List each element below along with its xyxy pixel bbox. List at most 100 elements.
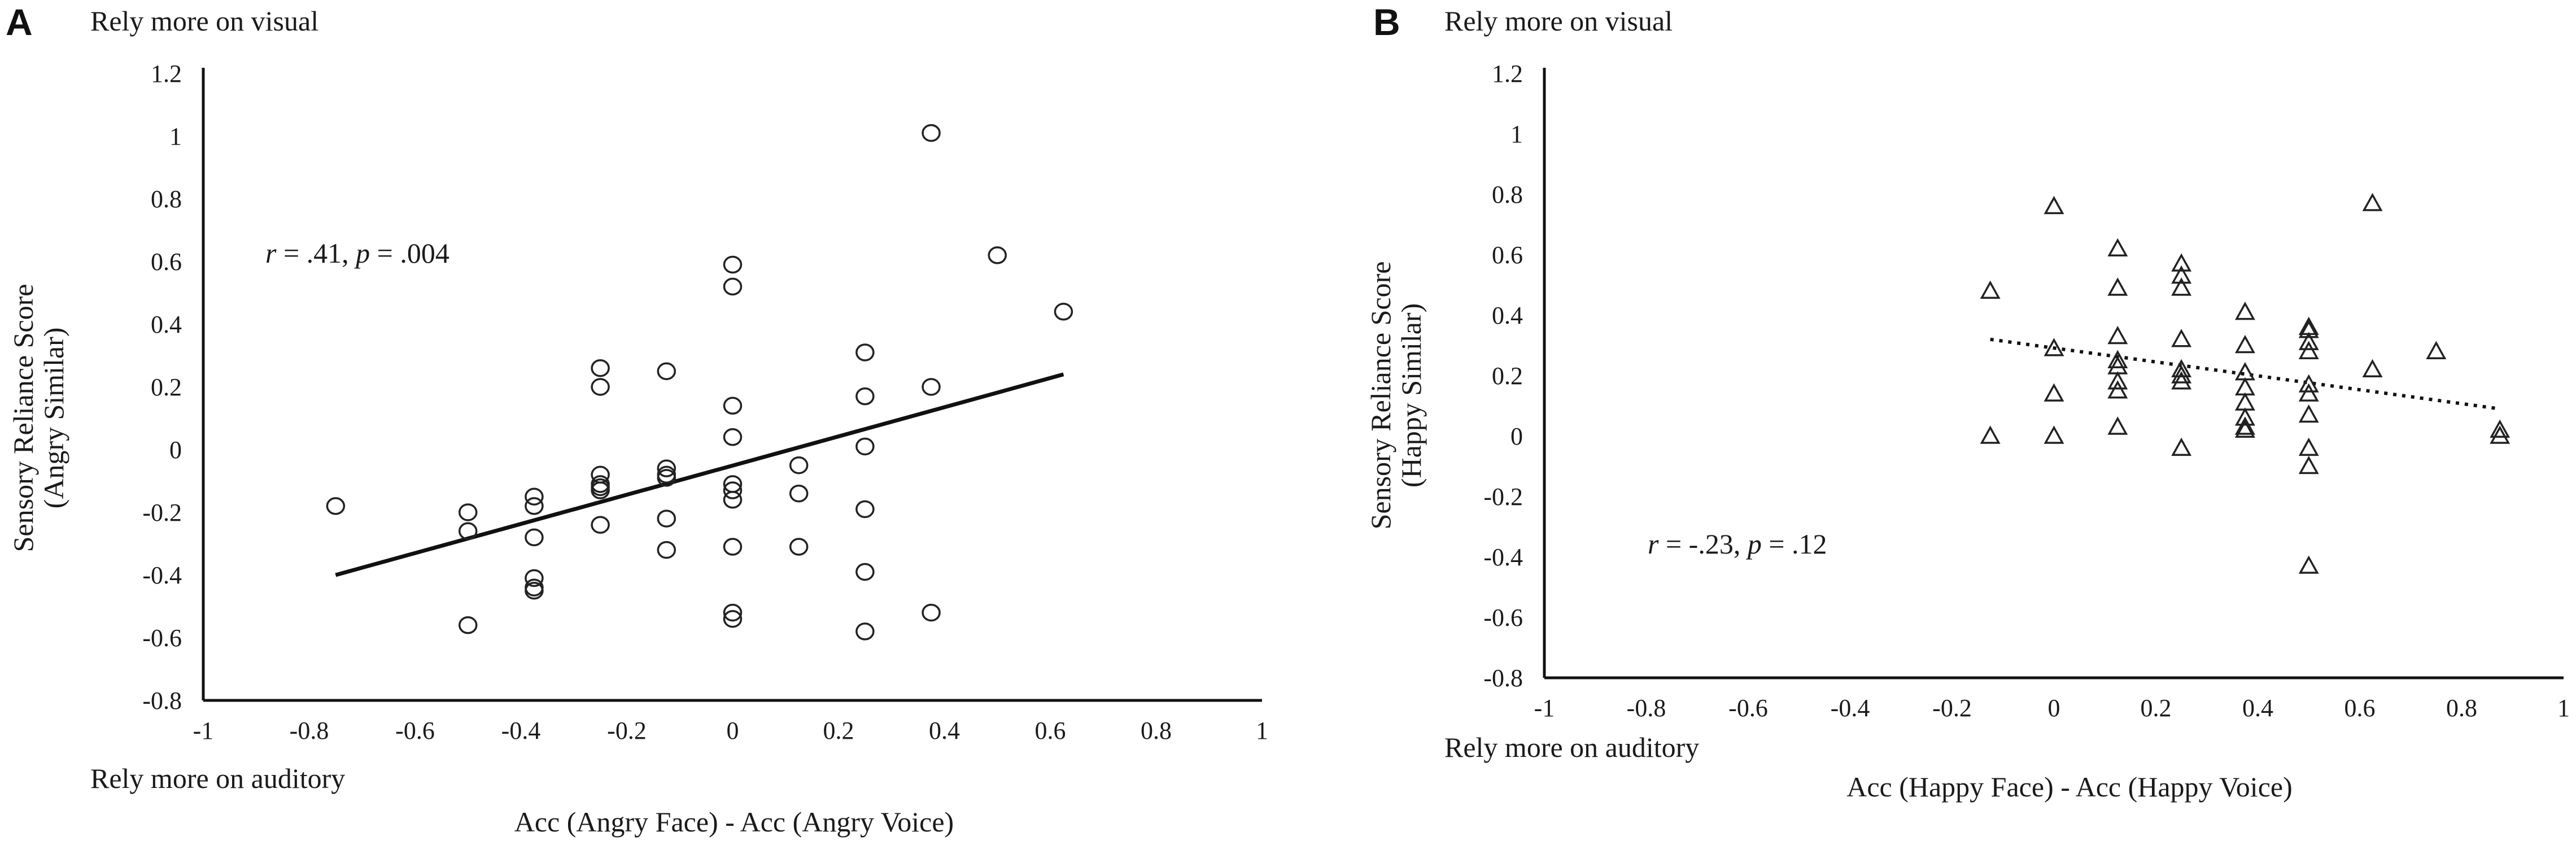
panel-a-stat-p-symbol: p <box>354 237 370 269</box>
panel-a: A Rely more on visual Rely more on audit… <box>6 1 1268 838</box>
panel-a-x-tick-label: 0.2 <box>823 717 854 744</box>
panel-b-data-point <box>2298 374 2319 393</box>
panel-b-y-axis-label-line2: (Happy Similar) <box>1395 303 1427 487</box>
panel-b-data-point <box>2298 555 2319 574</box>
panel-b-y-tick-label: 0.6 <box>1492 241 1523 269</box>
panel-b-y-tick-label: 0.2 <box>1492 362 1523 390</box>
panel-b-data-point <box>2107 356 2128 374</box>
panel-b-data-point <box>2362 193 2383 211</box>
panel-a-trendline <box>335 372 1064 577</box>
panel-b-y-axis-label-line1: Sensory Reliance Score <box>1365 262 1396 530</box>
panel-b-data-point <box>2107 277 2128 296</box>
panel-b-data-point <box>2107 238 2128 257</box>
panel-b-data-point <box>2171 365 2192 384</box>
panel-a-y-tick-label: 0 <box>169 436 182 464</box>
panel-b-data-point <box>2044 338 2064 356</box>
panel-a-y-tick-label: 0.6 <box>151 248 182 276</box>
panel-b-y-tick-label: -0.2 <box>1483 483 1523 511</box>
panel-b-stat-p-symbol: p <box>1746 528 1762 560</box>
panel-a-y-tick-label: 0.4 <box>151 311 182 338</box>
panel-a-data-point <box>789 538 809 556</box>
panel-a-data-point <box>723 538 743 556</box>
panel-b-data-point <box>2107 416 2128 435</box>
panel-b-data-point <box>2234 392 2255 411</box>
panel-a-data-point <box>855 343 875 361</box>
panel-a-data-point <box>525 569 544 587</box>
panel-b-data-point <box>2171 277 2192 296</box>
panel-a-data-point <box>1054 303 1073 321</box>
panel-a-y-tick-label: -0.2 <box>142 499 182 526</box>
panel-b-data-point <box>2362 359 2383 378</box>
panel-a-x-tick-label: 0.8 <box>1141 717 1172 744</box>
panel-a-data-point <box>723 428 743 446</box>
panel-b-y-tick-label: -0.6 <box>1483 604 1523 631</box>
panel-a-data-point <box>326 497 346 515</box>
panel-a-data-point <box>723 481 743 499</box>
panel-a-data-point <box>723 603 743 622</box>
panel-a-data-point <box>525 582 544 600</box>
panel-b-data-point <box>2298 455 2319 474</box>
panel-b-data-point <box>2171 253 2192 272</box>
panel-b-x-tick-label: 0.8 <box>2446 694 2477 722</box>
panel-b-y-tick-label: 0 <box>1510 422 1523 450</box>
panel-a-stat-annotation: r = .41, p = .004 <box>265 237 449 269</box>
panel-b-data-point <box>2044 195 2064 215</box>
panel-b-y-tick-label: -0.4 <box>1483 543 1523 571</box>
panel-a-data-point <box>591 516 610 534</box>
panel-a-y-tick-label: 1.2 <box>151 60 182 88</box>
panel-a-data-point <box>525 497 544 515</box>
panel-a-x-tick-label: -0.8 <box>290 717 329 744</box>
panel-b-data-point <box>2107 380 2128 399</box>
panel-a-stat-r-symbol: r <box>265 237 277 269</box>
panel-a-y-tick-label: 0.8 <box>151 185 182 213</box>
panel-b-y-tick-label: 1.2 <box>1492 60 1523 88</box>
panel-a-data-point <box>855 437 875 456</box>
panel-b-data-point <box>2171 371 2192 390</box>
panel-a-data-point <box>591 481 610 499</box>
panel-a-data-point <box>657 541 676 559</box>
panel-a-y-tick-label: 1 <box>169 123 182 150</box>
panel-a-data-point <box>657 459 676 478</box>
panel-b-data-point <box>2298 320 2319 338</box>
panel-b-x-tick-label: 0 <box>2048 694 2060 722</box>
panel-b-data-point <box>2234 302 2255 320</box>
panel-b-y-tick-label: 0.8 <box>1492 181 1523 208</box>
panel-a-annotation-bottom: Rely more on auditory <box>90 763 345 794</box>
panel-b-stat-r-symbol: r <box>1648 528 1659 560</box>
panel-a-x-tick-label: 0.6 <box>1035 717 1066 744</box>
panel-b-x-tick-label: -0.4 <box>1831 694 1870 722</box>
panel-a-data-point <box>855 500 875 519</box>
panel-b-trendline <box>1990 337 2500 411</box>
panel-a-data-point <box>855 622 875 641</box>
panel-b-data-point <box>2171 329 2192 347</box>
panel-a-y-tick-label: -0.6 <box>142 624 182 652</box>
panel-a-data-point <box>723 397 743 415</box>
panel-a-data-point <box>591 378 610 396</box>
panel-b-x-tick-label: -0.6 <box>1728 694 1768 722</box>
panel-a-y-tick-label: -0.8 <box>142 687 182 715</box>
panel-b-x-tick-label: 0.2 <box>2141 694 2172 722</box>
panel-b-data-point <box>2234 407 2255 426</box>
panel-b-data-point <box>2298 341 2319 359</box>
panel-b-stat-p-value: = .12 <box>1762 528 1827 560</box>
panel-b-data-point <box>1980 425 2001 444</box>
panel-a-y-axis-label-line1: Sensory Reliance Score <box>7 284 39 552</box>
panel-a-data-point <box>922 124 941 142</box>
panel-b-y-tick-label: 1 <box>1510 120 1523 148</box>
panel-b-letter: B <box>1373 1 1400 43</box>
panel-b-x-tick-label: 0.4 <box>2242 694 2273 722</box>
panel-b-data-point <box>2044 425 2064 444</box>
panel-a-data-point <box>789 484 809 503</box>
panel-b-data-point <box>2171 265 2192 284</box>
panel-b-x-axis-label: Acc (Happy Face) - Acc (Happy Voice) <box>1846 771 2293 803</box>
panel-b-data-point <box>2234 362 2255 381</box>
panel-b-stat-r-value: = -.23, <box>1658 528 1747 560</box>
panel-b-data-point <box>2298 383 2319 402</box>
panel-b-data-point <box>2171 359 2192 378</box>
panel-b-data-point <box>2044 383 2064 402</box>
panel-b-x-tick-label: -1 <box>1534 694 1555 722</box>
panel-a-x-tick-label: -0.6 <box>395 717 435 744</box>
panel-a-x-tick-label: -1 <box>193 717 214 744</box>
panel-b-annotation-top: Rely more on visual <box>1444 5 1673 37</box>
panel-a-x-tick-label: 1 <box>1256 717 1268 744</box>
